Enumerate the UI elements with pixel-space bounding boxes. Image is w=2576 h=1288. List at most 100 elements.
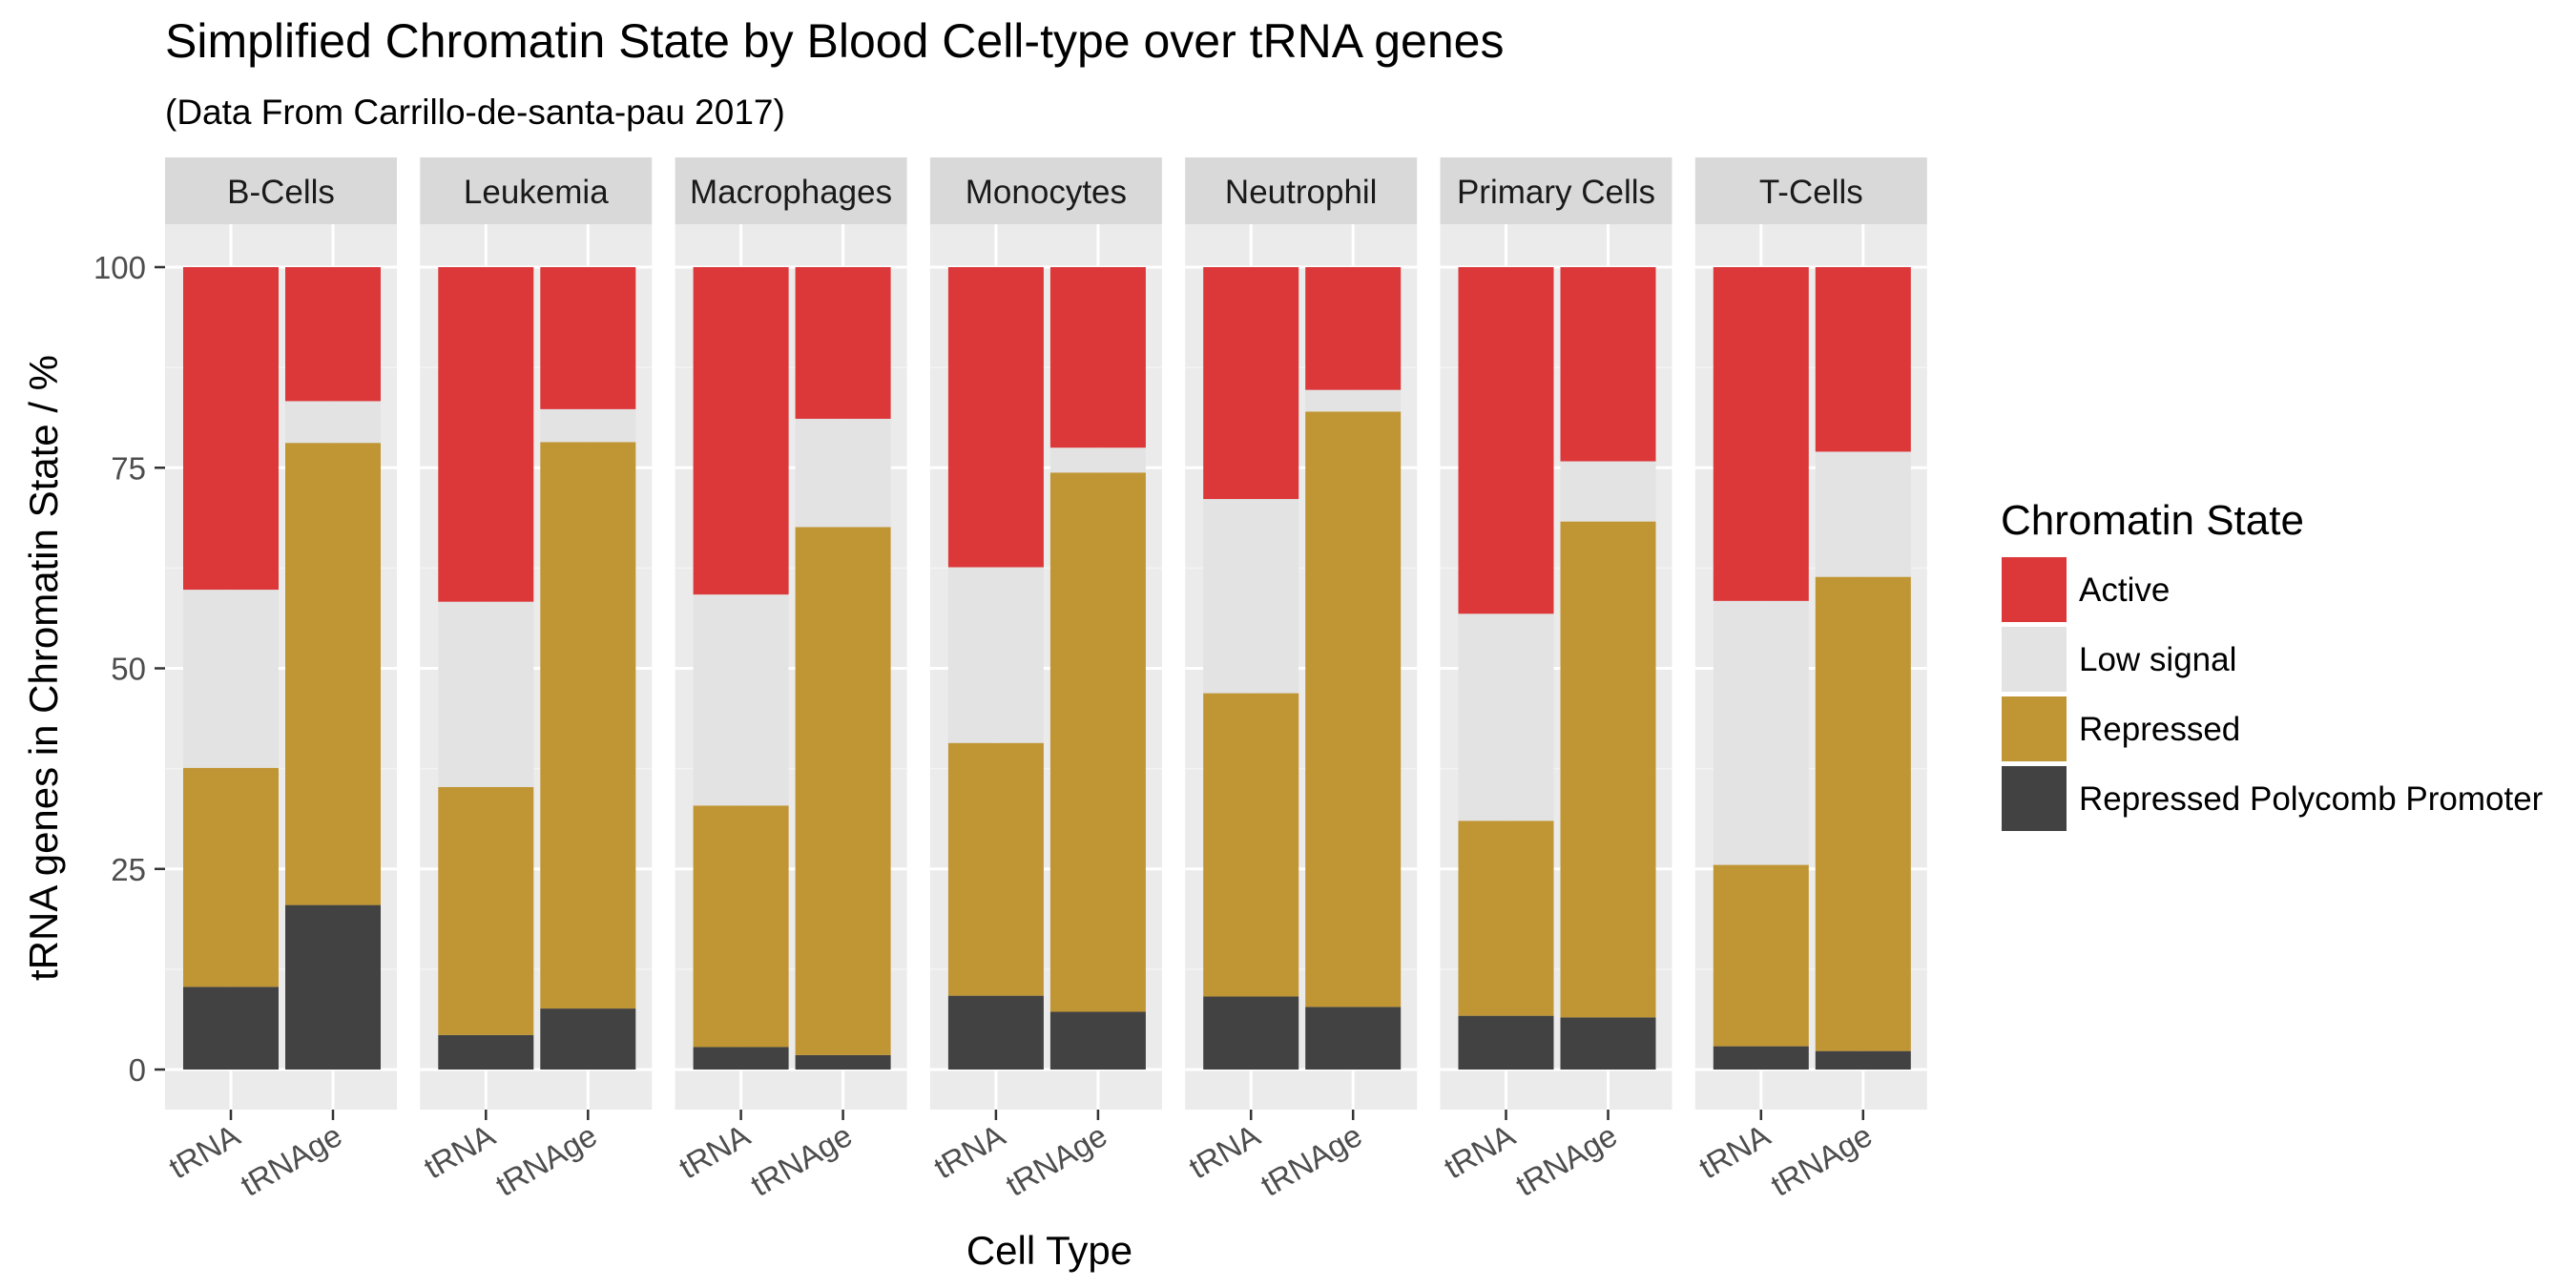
bar-segment-repressed-polycomb-promoter (183, 987, 279, 1070)
facet-label: Neutrophil (1225, 174, 1378, 211)
facet-strip (1440, 157, 1672, 224)
bar-segment-active (183, 267, 279, 591)
bar-segment-repressed-polycomb-promoter (540, 1008, 636, 1070)
bar-segment-active (1305, 267, 1402, 390)
facet-label: Leukemia (464, 174, 609, 211)
bar-segment-repressed-polycomb-promoter (1458, 1015, 1554, 1070)
legend-label: Low signal (2079, 641, 2236, 678)
x-tick-label: tRNAge (1765, 1117, 1879, 1203)
facet-label: Monocytes (966, 174, 1127, 211)
bar-segment-repressed (1049, 472, 1146, 1012)
bar-segment-active (438, 267, 534, 602)
x-tick-label: tRNA (1183, 1117, 1266, 1185)
x-tick-label: tRNAge (1509, 1117, 1623, 1203)
facet-label: Primary Cells (1457, 174, 1655, 211)
legend-item-active: Active (2000, 555, 2170, 624)
x-axis-title: Cell Type (966, 1228, 1132, 1273)
facet-strip (1694, 157, 1927, 224)
y-tick-label: 100 (93, 250, 146, 285)
legend-key (2000, 764, 2068, 833)
bar-segment-active (285, 267, 381, 402)
bar-segment-repressed (1458, 821, 1554, 1016)
bar-segment-low-signal (1203, 499, 1299, 694)
legend-title: Chromatin State (2001, 497, 2304, 544)
bar-segment-low-signal (1458, 613, 1554, 821)
bar-segment-active (1203, 267, 1299, 500)
x-tick-label: tRNA (1693, 1117, 1776, 1185)
chart-title: Simplified Chromatin State by Blood Cell… (165, 14, 1504, 68)
legend-key (2000, 625, 2068, 694)
bar-segment-repressed-polycomb-promoter (1305, 1007, 1402, 1070)
bar-segment-repressed (947, 742, 1044, 996)
bar-segment-active (947, 267, 1044, 568)
bar-segment-active (1815, 267, 1911, 452)
bar-segment-low-signal (1305, 389, 1402, 412)
legend-item-low-signal: Low signal (2000, 625, 2236, 694)
bar-segment-active (1560, 267, 1656, 462)
bar-segment-low-signal (540, 408, 636, 443)
bar-segment-active (693, 267, 789, 595)
bar-segment-repressed (285, 443, 381, 905)
bar-segment-low-signal (438, 601, 534, 787)
bar-segment-low-signal (285, 401, 381, 444)
y-axis: 0 25 50 75 100 (93, 250, 165, 1088)
bar-segment-repressed-polycomb-promoter (438, 1034, 534, 1070)
legend-item-repressed: Repressed (2000, 695, 2240, 763)
x-tick-label: tRNAge (1000, 1117, 1113, 1203)
facet-strip (929, 157, 1162, 224)
facet-strip (165, 157, 397, 224)
bar-segment-repressed (438, 786, 534, 1035)
y-tick-label: 25 (111, 852, 146, 887)
x-tick-label: tRNA (418, 1117, 501, 1185)
bar-segment-repressed-polycomb-promoter (1713, 1046, 1809, 1070)
bar-segment-low-signal (947, 567, 1044, 743)
facet-label: Macrophages (690, 174, 892, 211)
bar-segment-repressed (693, 805, 789, 1048)
y-tick-label: 0 (129, 1052, 146, 1088)
bar-segment-repressed-polycomb-promoter (285, 904, 381, 1070)
bar-segment-active (540, 267, 636, 409)
facet-strip (1185, 157, 1418, 224)
x-tick-label: tRNAge (489, 1117, 603, 1203)
chart-subtitle: (Data From Carrillo-de-santa-pau 2017) (165, 93, 785, 132)
legend-key (2000, 555, 2068, 624)
x-tick-label: tRNAge (235, 1117, 348, 1203)
y-tick-label: 75 (111, 450, 146, 486)
bar-segment-low-signal (1560, 461, 1656, 522)
bar-segment-low-signal (1815, 451, 1911, 577)
facet-strip (675, 157, 907, 224)
x-tick-label: tRNA (928, 1117, 1011, 1185)
bar-segment-active (1458, 267, 1554, 614)
bar-segment-low-signal (1049, 447, 1146, 473)
bar-segment-repressed (1560, 521, 1656, 1018)
bar-segment-repressed-polycomb-promoter (1815, 1050, 1911, 1070)
bar-segment-repressed-polycomb-promoter (693, 1047, 789, 1070)
facet-label: T-Cells (1759, 174, 1863, 211)
bar-segment-repressed-polycomb-promoter (1049, 1011, 1146, 1070)
legend-label: Repressed Polycomb Promoter (2079, 780, 2544, 818)
y-tick-label: 50 (111, 652, 146, 687)
facet-panels: B-CellstRNAtRNAgeLeukemiatRNAtRNAgeMacro… (163, 157, 1927, 1203)
facet-label: B-Cells (227, 174, 335, 211)
legend-label: Active (2079, 571, 2170, 609)
x-tick-label: tRNAge (1255, 1117, 1368, 1203)
x-tick-label: tRNAge (745, 1117, 859, 1203)
bar-segment-repressed (1815, 576, 1911, 1051)
bar-segment-repressed-polycomb-promoter (795, 1054, 891, 1070)
legend-key (2000, 695, 2068, 763)
bar-segment-repressed (1305, 411, 1402, 1008)
bar-segment-repressed-polycomb-promoter (947, 995, 1044, 1070)
bar-segment-repressed-polycomb-promoter (1560, 1017, 1656, 1070)
bar-segment-repressed (183, 767, 279, 987)
bar-segment-repressed (540, 442, 636, 1009)
bar-segment-low-signal (795, 418, 891, 528)
bar-segment-active (1049, 267, 1146, 448)
